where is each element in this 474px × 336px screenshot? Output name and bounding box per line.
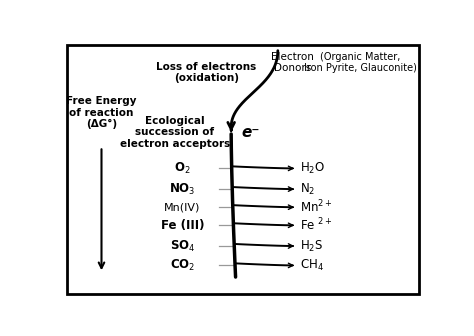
Text: Free Energy
of reaction
(ΔG°): Free Energy of reaction (ΔG°) bbox=[66, 96, 137, 129]
Text: Fe $^{2+}$: Fe $^{2+}$ bbox=[300, 217, 333, 234]
Text: Mn(IV): Mn(IV) bbox=[164, 202, 201, 212]
Text: N$_2$: N$_2$ bbox=[300, 181, 315, 197]
Text: H$_2$O: H$_2$O bbox=[300, 161, 325, 176]
Text: e⁻: e⁻ bbox=[242, 125, 260, 140]
Text: Fe (III): Fe (III) bbox=[161, 219, 204, 232]
Text: Electron
Donors: Electron Donors bbox=[271, 51, 314, 73]
Text: (Organic Matter,
Iron Pyrite, Glauconite): (Organic Matter, Iron Pyrite, Glauconite… bbox=[304, 51, 417, 73]
Text: CO$_2$: CO$_2$ bbox=[170, 258, 195, 273]
Text: Mn$^{2+}$: Mn$^{2+}$ bbox=[300, 199, 332, 215]
Text: O$_2$: O$_2$ bbox=[174, 161, 191, 176]
Text: SO$_4$: SO$_4$ bbox=[170, 239, 195, 254]
Text: Loss of electrons
(oxidation): Loss of electrons (oxidation) bbox=[156, 62, 256, 83]
Text: H$_2$S: H$_2$S bbox=[300, 239, 323, 254]
Text: NO$_3$: NO$_3$ bbox=[169, 181, 196, 197]
Text: Ecological
succession of
electron acceptors: Ecological succession of electron accept… bbox=[120, 116, 230, 149]
Text: CH$_4$: CH$_4$ bbox=[300, 258, 324, 273]
